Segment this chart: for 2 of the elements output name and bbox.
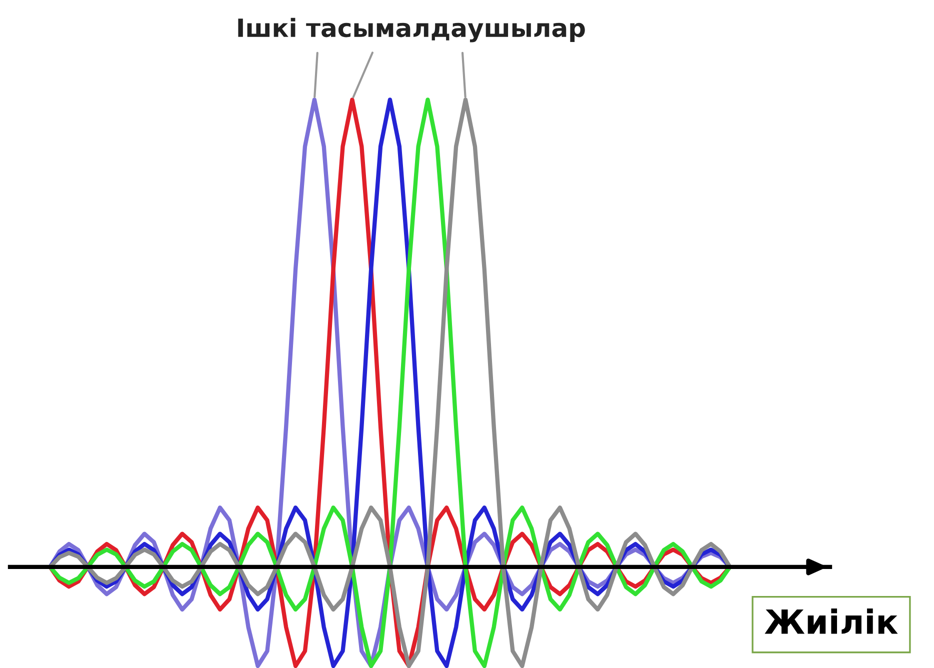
chart-title: Ішкі тасымалдаушылар	[238, 18, 585, 42]
x-axis-title: Жиілік	[764, 608, 898, 634]
